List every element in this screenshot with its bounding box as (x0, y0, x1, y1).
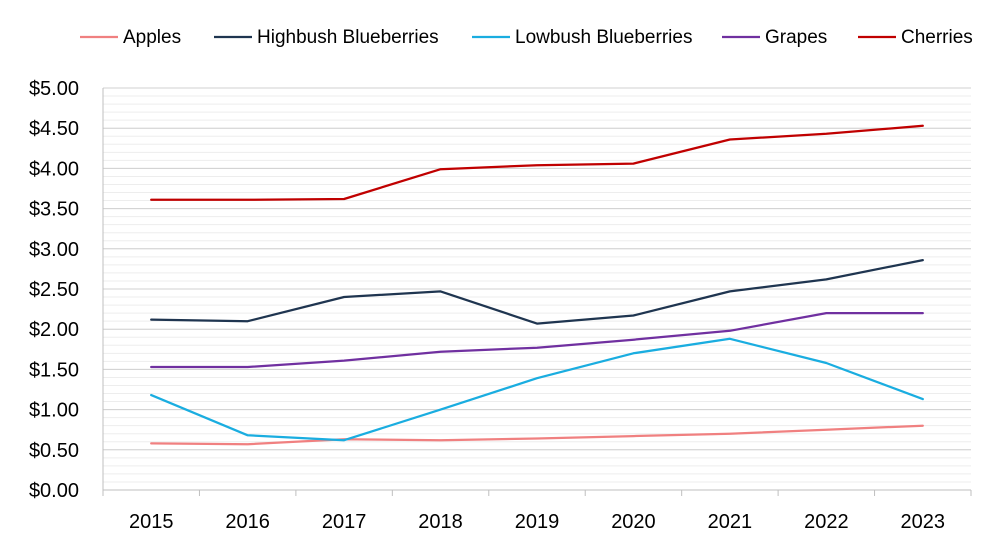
y-tick-label: $0.50 (29, 440, 79, 462)
series-line-cherries (150, 124, 924, 201)
series-line-apples (150, 424, 924, 446)
series-line-lowbush-blueberries (150, 337, 924, 442)
axes: $0.00 $0.50 $1.00 $1.50 $2.00 $2.50 $3.00 $3.50… (29, 78, 972, 533)
series-line-grapes (150, 311, 924, 369)
x-tick-label: 2022 (804, 511, 849, 533)
series-line-highbush-blueberries (150, 258, 924, 325)
x-tick-label: 2021 (708, 511, 753, 533)
x-tick-label: 2018 (418, 511, 463, 533)
y-tick-label: $3.50 (29, 199, 79, 221)
x-tick-label: 2015 (129, 511, 174, 533)
y-tick-label: $2.50 (29, 279, 79, 301)
legend-label-lowbush-blueberries: Lowbush Blueberries (515, 27, 692, 48)
x-tick-label: 2020 (611, 511, 656, 533)
x-tick-label: 2016 (225, 511, 270, 533)
series-lines (150, 124, 924, 446)
y-tick-label: $1.00 (29, 400, 79, 422)
legend-label-apples: Apples (123, 27, 181, 48)
y-tick-label: $0.00 (29, 480, 79, 502)
legend: Apples Highbush Blueberries Lowbush Bluebe… (80, 27, 973, 48)
x-tick-label: 2023 (901, 511, 946, 533)
x-tick-label: 2017 (322, 511, 367, 533)
x-tick-label: 2019 (515, 511, 560, 533)
y-tick-label: $4.50 (29, 118, 79, 140)
y-tick-label: $2.00 (29, 319, 79, 341)
y-tick-label: $3.00 (29, 239, 79, 261)
legend-label-grapes: Grapes (765, 27, 827, 48)
y-tick-label: $5.00 (29, 78, 79, 100)
y-tick-label: $1.50 (29, 359, 79, 381)
y-tick-label: $4.00 (29, 158, 79, 180)
legend-label-cherries: Cherries (901, 27, 973, 48)
legend-label-highbush-blueberries: Highbush Blueberries (257, 27, 439, 48)
grid (103, 87, 971, 483)
